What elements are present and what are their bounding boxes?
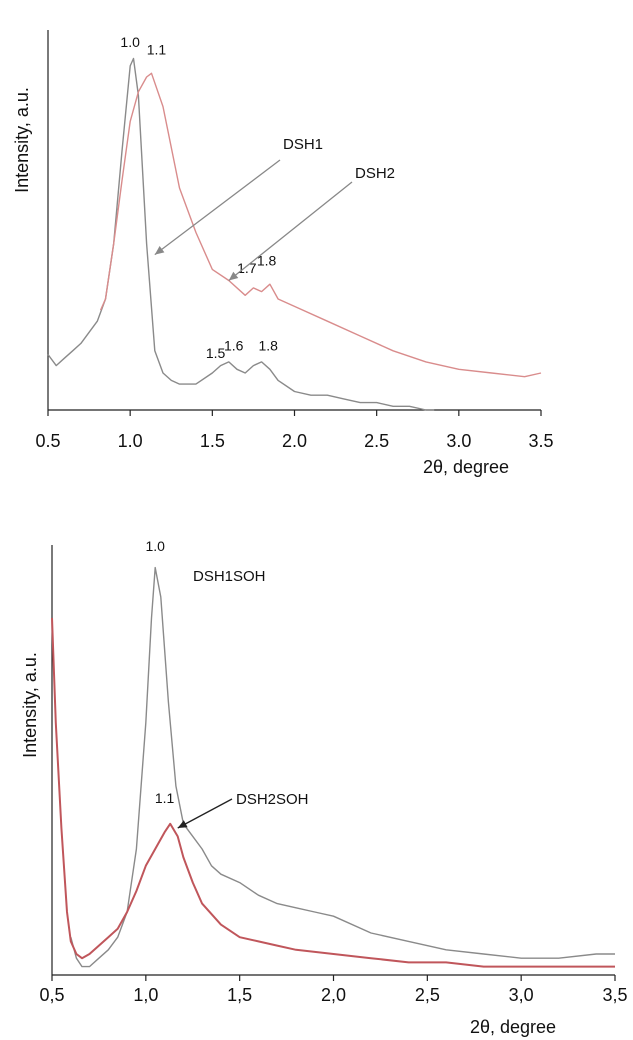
peak-label: 1.6 [224, 338, 244, 354]
y-axis-title: Intensity, a.u. [20, 652, 40, 758]
arrowhead-dsh2soh [177, 820, 188, 828]
peak-label: 1.8 [257, 252, 277, 268]
x-tick-label: 1.0 [118, 431, 143, 451]
chart-top-axes: 0.5 1.0 1.5 2.0 2.5 3.0 3.5 2θ, degree Intensity… [12, 30, 554, 477]
chart-bottom: 0,5 1,0 1,5 2,0 2,5 3,0 3,5 2θ, degree Intensity… [0, 510, 633, 1040]
series-line-dsh2 [99, 72, 542, 378]
chart-bottom-series [51, 566, 615, 968]
x-tick-label: 2.5 [364, 431, 389, 451]
series-label-dsh2soh: DSH2SOH [236, 791, 309, 808]
series-line-dsh1 [47, 57, 435, 411]
x-tick-label: 2,5 [415, 985, 440, 1005]
series-line-dsh2soh [51, 617, 615, 968]
peak-label: 1.8 [258, 338, 278, 354]
peak-label: 1.1 [155, 790, 175, 806]
x-axis-title: 2θ, degree [423, 457, 509, 477]
chart-bottom-axes: 0,5 1,0 1,5 2,0 2,5 3,0 3,5 2θ, degree Intensity… [20, 545, 628, 1037]
x-tick-label: 3,5 [602, 985, 627, 1005]
arrow-dsh1 [154, 159, 281, 256]
x-tick-label: 0,5 [39, 985, 64, 1005]
x-tick-label: 1,5 [227, 985, 252, 1005]
series-label-dsh1soh: DSH1SOH [193, 568, 266, 585]
chart-top-series [47, 57, 542, 411]
arrow-dsh2 [228, 181, 353, 282]
y-axis-title: Intensity, a.u. [12, 87, 32, 193]
peak-label: 1.7 [237, 260, 257, 276]
x-tick-label: 3.5 [528, 431, 553, 451]
arrowhead-dsh1 [154, 246, 165, 255]
x-tick-label: 1,0 [133, 985, 158, 1005]
x-tick-label: 1.5 [200, 431, 225, 451]
x-tick-label: 2,0 [321, 985, 346, 1005]
peak-label: 1.5 [206, 345, 226, 361]
arrow-dsh2soh [177, 798, 233, 829]
chart-top: 0.5 1.0 1.5 2.0 2.5 3.0 3.5 2θ, degree Intensity… [0, 0, 633, 500]
peak-label: 1.0 [145, 538, 165, 554]
x-axis-title: 2θ, degree [470, 1017, 556, 1037]
x-tick-label: 2.0 [282, 431, 307, 451]
chart-bottom-annotations: 1.0 1.1 DSH1SOH DSH2SOH [145, 538, 309, 829]
series-label-dsh1: DSH1 [283, 136, 323, 153]
series-line-dsh1soh [70, 566, 615, 968]
x-tick-label: 3,0 [509, 985, 534, 1005]
x-tick-label: 0.5 [35, 431, 60, 451]
chart-bottom-svg: 0,5 1,0 1,5 2,0 2,5 3,0 3,5 2θ, degree Intensity… [20, 538, 628, 1037]
arrowhead-dsh2 [228, 271, 239, 281]
peak-label: 1.0 [120, 34, 140, 50]
series-label-dsh2: DSH2 [355, 165, 395, 182]
chart-top-svg: 0.5 1.0 1.5 2.0 2.5 3.0 3.5 2θ, degree Intensity… [12, 30, 554, 477]
x-tick-label: 3.0 [446, 431, 471, 451]
peak-label: 1.1 [147, 42, 167, 58]
